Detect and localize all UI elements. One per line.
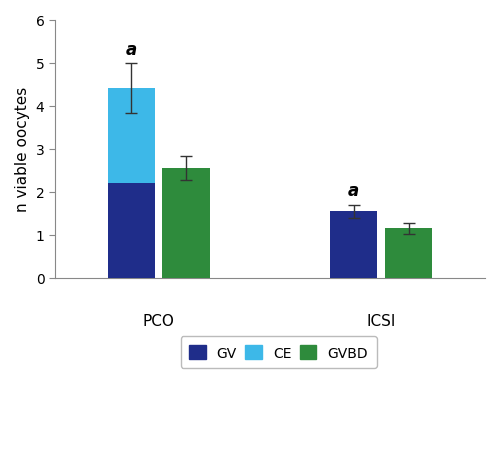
Text: a: a [348,182,360,200]
Bar [162,169,210,278]
Bar [108,89,155,184]
Legend: GV, CE, GVBD: GV, CE, GVBD [180,337,376,368]
Bar [108,184,155,278]
Text: a: a [126,41,137,59]
Y-axis label: n viable oocytes: n viable oocytes [15,87,30,212]
Bar [330,212,378,278]
Bar [385,229,432,278]
